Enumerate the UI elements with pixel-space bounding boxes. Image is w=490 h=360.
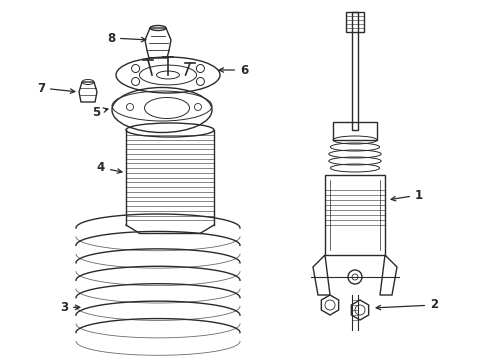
Text: 3: 3 (60, 301, 80, 314)
Text: 2: 2 (376, 298, 438, 311)
Text: 1: 1 (391, 189, 423, 202)
Text: 8: 8 (107, 32, 146, 45)
Text: 5: 5 (92, 105, 108, 118)
Text: 7: 7 (37, 81, 75, 95)
Text: 6: 6 (219, 63, 248, 77)
Text: 4: 4 (97, 161, 122, 174)
